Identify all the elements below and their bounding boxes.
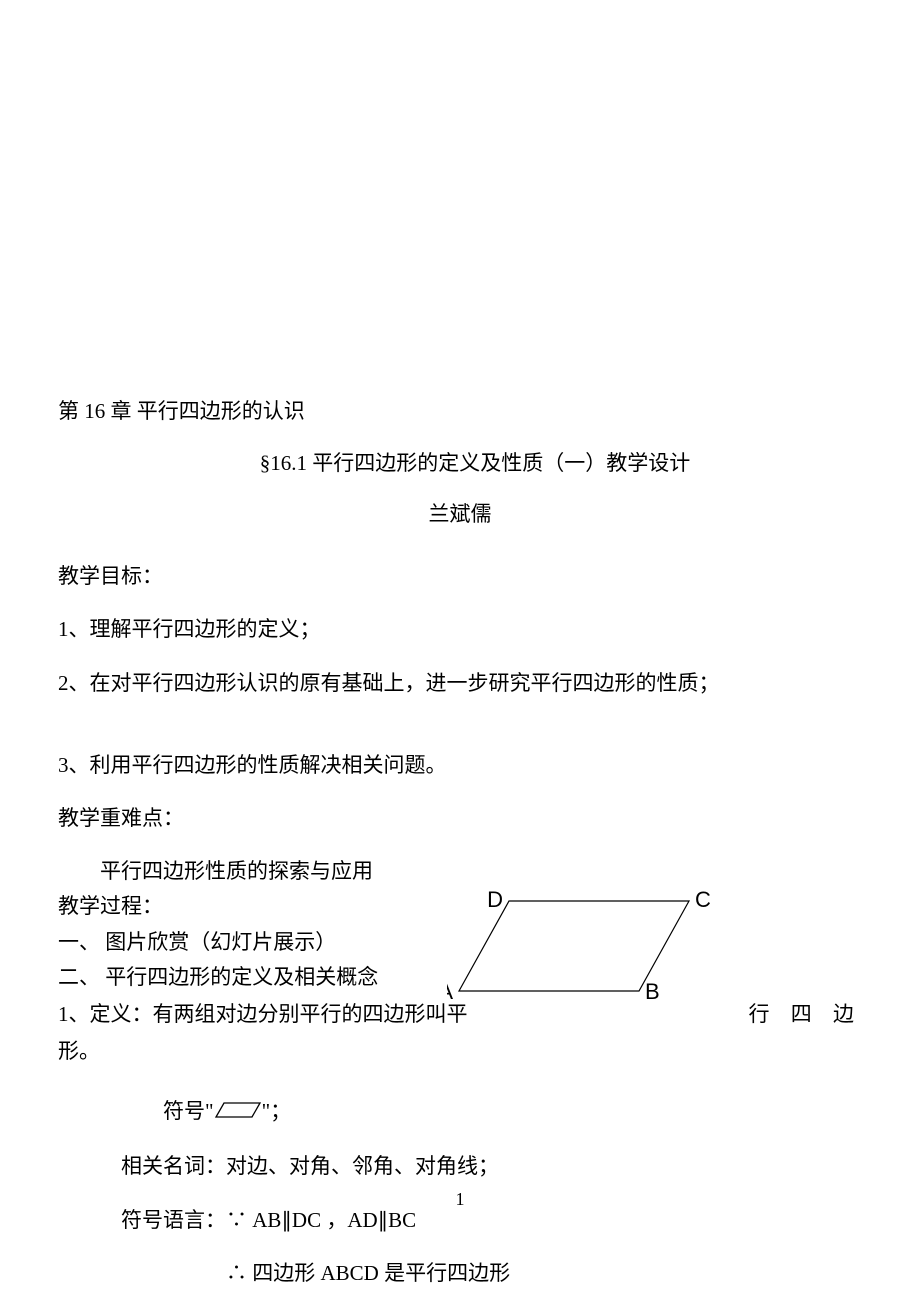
page-number: 1 — [0, 1189, 920, 1210]
section-title: §16.1 平行四边形的定义及性质（一）教学设计 — [58, 447, 862, 481]
symbol-prefix: 符号" — [163, 1099, 214, 1123]
vertex-label-c: C — [695, 889, 711, 912]
parallelogram-figure: D C A B — [447, 889, 747, 1019]
conclusion-line: ∴ 四边形 ABCD 是平行四边形 — [58, 1257, 862, 1291]
vertex-label-a: A — [447, 979, 453, 1004]
author-name: 兰斌儒 — [58, 498, 862, 532]
parallelogram-symbol-icon — [214, 1096, 262, 1130]
objectives-heading: 教学目标： — [58, 560, 862, 594]
definition-end: 形。 — [58, 1035, 862, 1069]
objective-item: 1、理解平行四边形的定义； — [58, 613, 862, 647]
terms-line: 相关名词：对边、对角、邻角、对角线； — [58, 1150, 862, 1184]
definition-right: 行 四 边 — [749, 998, 863, 1032]
chapter-title: 第 16 章 平行四边形的认识 — [58, 395, 862, 429]
parallelogram-shape — [459, 901, 689, 991]
objective-item: 3、利用平行四边形的性质解决相关问题。 — [58, 749, 862, 783]
difficulty-text: 平行四边形性质的探索与应用 — [58, 856, 862, 888]
symbol-line: 符号" "； — [58, 1095, 862, 1130]
objective-item: 2、在对平行四边形认识的原有基础上，进一步研究平行四边形的性质； — [58, 667, 862, 701]
symbol-suffix: "； — [262, 1099, 292, 1123]
difficulty-heading: 教学重难点： — [58, 802, 862, 836]
definition-left: 1、定义：有两组对边分别平行的四边形叫平 — [58, 998, 468, 1032]
vertex-label-d: D — [487, 889, 503, 912]
vertex-label-b: B — [645, 979, 660, 1004]
